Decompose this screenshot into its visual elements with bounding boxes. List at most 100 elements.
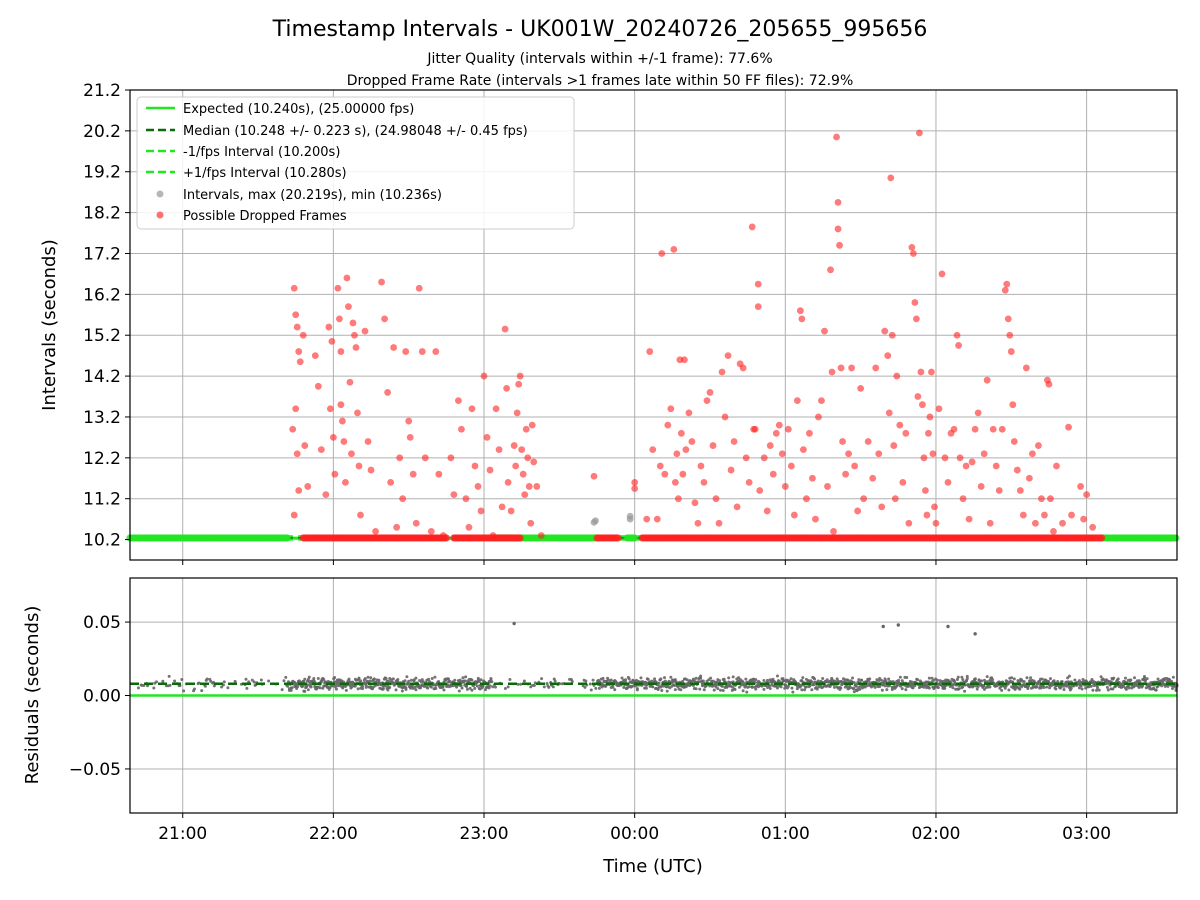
residual-point [766,678,770,682]
residual-point [372,677,376,681]
dropped-frame-point [1068,511,1075,519]
residual-point [458,678,462,682]
residual-point [972,684,976,688]
dropped-frame-point [941,454,949,462]
residual-point [653,677,657,681]
dropped-frame-point [674,495,682,503]
residual-point [396,677,400,681]
dropped-frame-point [790,511,798,519]
dropped-frame-point [325,323,333,331]
residuals-y-tick-label: 0.05 [83,613,121,633]
residual-point [421,680,425,684]
dropped-frame-point [1016,487,1024,494]
residual-point [1026,687,1030,691]
dropped-frame-point [507,507,515,515]
dropped-frame-point [944,478,952,486]
dropped-frame-point [837,364,845,372]
residual-point [468,686,472,690]
residual-point [791,690,795,694]
residual-point [714,683,718,687]
residual-point [387,679,391,683]
dropped-frame-point [1003,280,1011,288]
residual-point [334,687,338,691]
residual-point [980,679,984,683]
residual-point [905,676,909,680]
residual-point [646,677,650,681]
dropped-frame-point [1065,423,1072,431]
dropped-frame-point [884,352,892,360]
residual-point [403,679,407,683]
dropped-frame-point [643,515,651,523]
dropped-frame-point [896,421,904,429]
intervals-axes-frame [129,89,1178,561]
dropped-frame-point [839,438,846,445]
dropped-frame-point [919,401,926,409]
dropped-frame-point [828,368,836,376]
residual-point [433,675,437,679]
dropped-frame-point [1077,483,1084,490]
residual-point [205,677,209,681]
dropped-frame-point [384,389,392,396]
residual-point [685,678,689,682]
legend-label-dropped: Possible Dropped Frames [183,209,347,224]
residual-point [457,689,461,693]
dropped-frame-point [784,425,792,433]
residual-point [877,679,881,683]
dropped-frame-point [756,487,764,494]
interval-point [630,534,638,542]
dropped-frame-point [670,245,678,253]
dropped-frame-point [706,389,714,396]
dropped-frame-point [799,446,807,454]
dropped-frame-point [405,417,413,425]
residual-point [394,688,398,692]
residual-point [364,685,368,689]
dropped-frame-point [915,129,923,137]
residual-point [927,676,931,680]
residual-point [1040,677,1044,681]
dropped-frame-point [1028,450,1036,458]
dropped-frame-point [932,519,940,527]
dropped-frame-point [992,462,1000,470]
dropped-frame-point [751,425,759,433]
x-tick-label: 22:00 [309,824,358,844]
dropped-frame-point [492,405,500,413]
residual-point [767,684,771,688]
dropped-frame-point [649,446,657,454]
residual-point [673,688,677,692]
residual-point [393,682,397,686]
intervals-y-tick-label: 19.2 [83,163,121,183]
residual-point [532,684,536,688]
residual-point [719,688,723,692]
residual-point [880,688,884,692]
legend-item-dropped: Possible Dropped Frames [156,209,347,224]
residual-point [975,687,979,691]
dropped-frame-point [1050,527,1057,535]
residual-point [1133,676,1137,680]
dropped-frame-point [700,478,708,486]
dropped-frame-point [646,348,654,355]
residual-point [173,679,177,683]
dropped-frame-point [697,462,705,470]
dropped-frame-point [766,442,774,449]
dropped-frame-point [396,454,404,462]
residual-point [280,688,284,692]
dropped-frame-point [402,348,410,355]
dropped-frame-point [923,511,931,519]
residual-point [361,687,365,691]
residual-point [553,679,557,683]
residual-point [551,685,555,689]
residual-point [1073,678,1077,682]
residual-point [377,678,381,682]
residual-point [888,684,892,688]
residual-point [946,624,950,629]
chart-subtitle-dropped: Dropped Frame Rate (intervals >1 frames … [347,73,854,89]
residual-point [854,684,858,688]
dropped-frame-point [712,495,720,503]
dropped-frame-point [989,425,997,433]
dropped-frame-point [845,450,852,458]
residual-point [851,687,855,691]
dropped-frame-point [848,364,856,372]
dropped-frame-point [929,450,937,458]
residual-point [956,675,960,679]
dropped-frame-point [781,483,789,490]
